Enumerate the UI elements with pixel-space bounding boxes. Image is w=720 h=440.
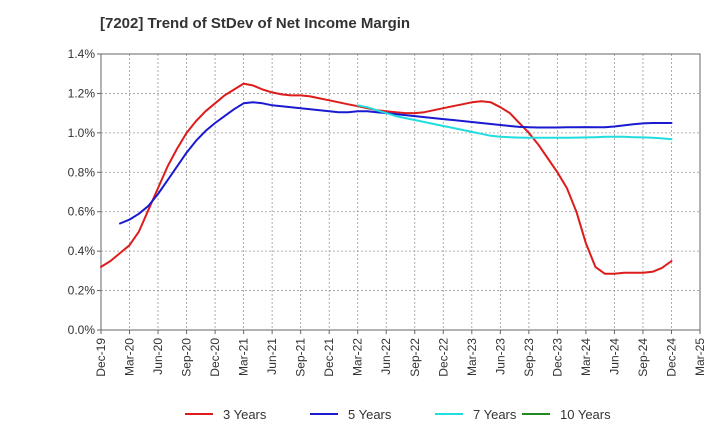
x-tick-label: Mar-21 <box>237 338 251 376</box>
x-tick-label: Mar-24 <box>579 338 593 376</box>
x-tick-label: Dec-19 <box>94 338 108 377</box>
x-tick-label: Jun-20 <box>151 338 165 375</box>
x-tick-label: Jun-24 <box>607 338 621 375</box>
x-tick-label: Sep-22 <box>408 338 422 377</box>
x-tick-label: Sep-24 <box>636 338 650 377</box>
grid <box>101 53 700 330</box>
x-tick-label: Jun-21 <box>265 338 279 375</box>
x-tick-label: Dec-23 <box>550 338 564 377</box>
x-tick-label: Mar-20 <box>123 338 137 376</box>
x-tick-label: Mar-25 <box>693 338 707 376</box>
series-line-5-years <box>119 101 673 225</box>
series-line-7-years <box>356 104 673 141</box>
legend-label-10-years: 10 Years <box>560 407 611 422</box>
y-tick-label: 0.8% <box>68 165 96 179</box>
legend: 3 Years 5 Years 7 Years 10 Years <box>185 407 611 422</box>
y-tick-label: 0.0% <box>68 323 96 337</box>
x-tick-label: Mar-22 <box>351 338 365 376</box>
y-tick-label: 1.0% <box>68 126 96 140</box>
y-tick-label: 1.4% <box>68 47 96 61</box>
plot-frame <box>100 53 701 331</box>
x-tick-label: Jun-22 <box>379 338 393 375</box>
x-tick-label: Dec-22 <box>436 338 450 377</box>
legend-label-5-years: 5 Years <box>348 407 392 422</box>
x-tick-label: Jun-23 <box>493 338 507 375</box>
y-tick-label: 1.2% <box>68 86 96 100</box>
x-tick-label: Sep-20 <box>180 338 194 377</box>
x-tick-label: Dec-20 <box>208 338 222 377</box>
y-tick-label: 0.4% <box>68 244 96 258</box>
series-lines <box>100 82 673 275</box>
axes: Dec-19 Mar-20 Jun-20 Sep-20 Dec-20 Mar-21 Jun-… <box>68 47 707 377</box>
x-tick-label: Mar-23 <box>465 338 479 376</box>
y-tick-label: 0.2% <box>68 284 96 298</box>
legend-label-7-years: 7 Years <box>473 407 517 422</box>
chart-title: [7202] Trend of StDev of Net Income Marg… <box>100 15 411 32</box>
legend-label-3-years: 3 Years <box>223 407 267 422</box>
x-tick-label: Sep-21 <box>294 338 308 377</box>
series-line-3-years <box>100 82 673 275</box>
y-tick-label: 0.6% <box>68 205 96 219</box>
x-tick-label: Sep-23 <box>522 338 536 377</box>
x-tick-label: Dec-24 <box>664 338 678 377</box>
x-tick-label: Dec-21 <box>322 338 336 377</box>
